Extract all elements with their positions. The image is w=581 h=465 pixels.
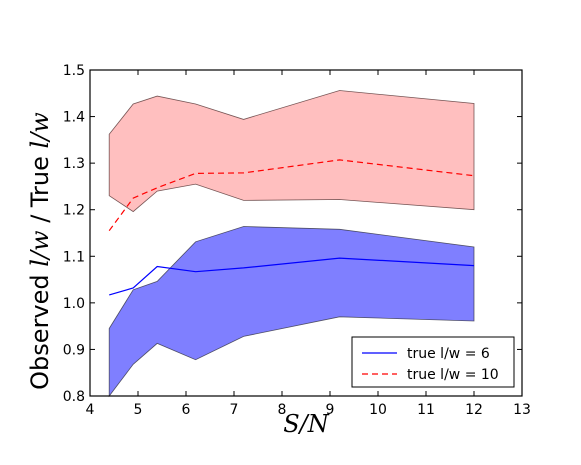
y-axis-label: Observed l/w / True l/w [26, 112, 54, 390]
line-series-1 [108, 159, 475, 232]
y-axis-label-var2: l/w [26, 112, 54, 149]
x-tick-label-7: 11 [417, 402, 435, 418]
lines-layer [108, 159, 475, 296]
line-series-0 [109, 257, 475, 296]
y-tick-label-0: 0.8 [63, 389, 85, 405]
legend: true l/w = 6 true l/w = 10 [351, 336, 515, 388]
y-tick-label-4: 1.2 [63, 203, 85, 219]
y-axis-label-prefix: Observed [26, 267, 54, 390]
x-tick-label-5: 9 [326, 402, 335, 418]
bands-layer [108, 90, 475, 398]
x-tick-label-6: 10 [369, 402, 387, 418]
y-tick-label-3: 1.1 [63, 249, 85, 265]
x-tick-label-0: 4 [86, 402, 95, 418]
legend-label-series-1: true l/w = 10 [407, 367, 499, 383]
y-tick-label-1: 0.9 [63, 342, 85, 358]
x-tick-label-2: 6 [182, 402, 191, 418]
x-tick-label-9: 13 [513, 402, 531, 418]
y-tick-label-7: 1.5 [63, 63, 85, 79]
x-tick-label-3: 7 [230, 402, 239, 418]
plot-area-frame [89, 69, 523, 397]
y-axis-label-middle: / True [26, 148, 54, 230]
ticks-layer: 4 5 6 7 8 9 10 11 12 13 0.8 0.9 1.0 1.1 1.2 1.3 1.4 1.5 [63, 63, 531, 418]
x-tick-label-4: 8 [278, 402, 287, 418]
y-tick-label-5: 1.3 [63, 156, 85, 172]
x-axis-label: S/N [283, 410, 330, 438]
y-tick-label-6: 1.4 [63, 110, 85, 126]
legend-box [351, 336, 515, 388]
legend-label-series-0: true l/w = 6 [407, 346, 490, 362]
x-tick-label-8: 12 [465, 402, 483, 418]
y-axis-label-var1: l/w [26, 230, 54, 267]
x-tick-label-1: 5 [134, 402, 143, 418]
y-tick-label-2: 1.0 [63, 296, 85, 312]
band-series-1 [108, 90, 475, 213]
